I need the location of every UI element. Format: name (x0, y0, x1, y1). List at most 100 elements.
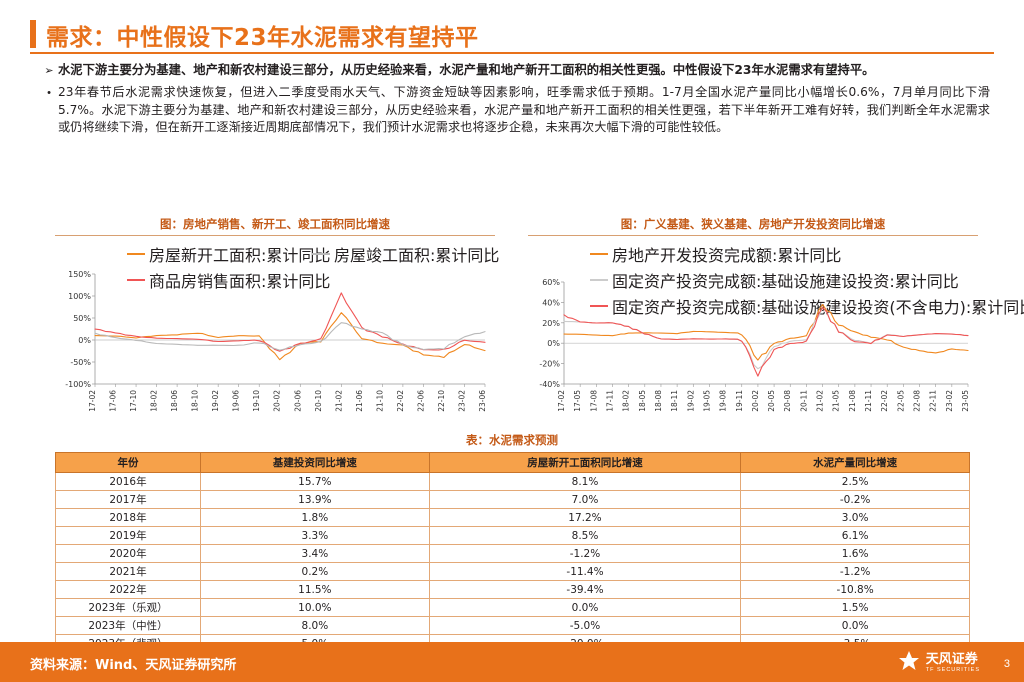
table-cell: 6.1% (740, 526, 970, 545)
chart-series-line (563, 303, 969, 361)
x-tick-label: 17-11 (606, 390, 615, 412)
y-tick-label: 50% (73, 314, 91, 323)
x-tick-label: 21-02 (334, 390, 343, 412)
x-tick-label: 18-11 (670, 390, 679, 412)
legend-swatch-red (127, 279, 145, 281)
x-tick-label: 21-11 (864, 390, 873, 412)
x-tick-label: 21-05 (832, 390, 841, 412)
title-accent-bar (30, 20, 36, 48)
x-tick-label: 17-10 (129, 390, 138, 412)
table-cell: 10.0% (200, 598, 430, 617)
table-cell: -39.4% (428, 580, 742, 599)
table-cell: -1.2% (428, 544, 742, 563)
table-row: 2016年 15.7% 8.1% 2.5% (55, 472, 970, 491)
table-cell: 2023年（乐观） (55, 598, 201, 617)
chart-title-left: 图：房地产销售、新开工、竣工面积同比增速 (160, 217, 390, 231)
y-tick-label: 150% (68, 270, 91, 279)
table-cell: -10.8% (740, 580, 970, 599)
table-cell: 3.0% (740, 508, 970, 527)
x-tick-label: 20-11 (799, 390, 808, 412)
x-tick-label: 19-05 (702, 390, 711, 412)
x-tick-label: 23-05 (961, 390, 970, 412)
table-cell: 2020年 (55, 544, 201, 563)
table-header-cell: 年份 (55, 452, 201, 473)
x-tick-label: 21-06 (355, 390, 364, 412)
table-cell: 11.5% (200, 580, 430, 599)
table-cell: 13.9% (200, 490, 430, 509)
x-tick-label: 20-02 (273, 390, 282, 412)
chart-svg-left: -100% -50% 0% 50% 100% 150% 17-02 17-06 17-10 18… (65, 270, 487, 412)
x-tick-label: 23-06 (478, 390, 487, 412)
table-cell: 8.1% (428, 472, 742, 491)
table-header-cell: 房屋新开工面积同比增速 (428, 452, 742, 473)
table-row: 2023年（乐观） 10.0% 0.0% 1.5% (55, 598, 970, 617)
x-tick-label: 20-05 (767, 390, 776, 412)
x-tick-label: 23-02 (945, 390, 954, 412)
table-cell: 2022年 (55, 580, 201, 599)
bullet-item: ➢ 水泥下游主要分为基建、地产和新农村建设三部分，从历史经验来看，水泥产量和地产… (40, 62, 990, 80)
x-tick-label: 22-10 (437, 390, 446, 412)
table-cell: -0.2% (740, 490, 970, 509)
legend-label: 房屋竣工面积:累计同比 (334, 246, 500, 265)
table-cell: 17.2% (428, 508, 742, 527)
bullet-item: • 23年春节后水泥需求快速恢复，但进入二季度受雨水天气、下游资金短缺等因素影响… (40, 84, 990, 137)
y-tick-label: 60% (542, 278, 560, 287)
table-row: 2020年 3.4% -1.2% 1.6% (55, 544, 970, 563)
table-cell: 2019年 (55, 526, 201, 545)
table-cell: 0.2% (200, 562, 430, 581)
chart-svg-right: -40% -20% 0% 20% 40% 60% 17-02 17-05 17-08 17-11… (539, 278, 970, 412)
x-tick-label: 19-02 (211, 390, 220, 412)
legend-label: 房屋新开工面积:累计同比 (149, 246, 331, 265)
table-cell: 7.0% (428, 490, 742, 509)
x-tick-label: 18-02 (150, 390, 159, 412)
table-cell: 8.0% (200, 616, 430, 635)
x-tick-label: 18-06 (170, 390, 179, 412)
chart-legend-left: 房屋新开工面积:累计同比 商品房销售面积:累计同比 房屋竣工面积:累计同比 (127, 242, 499, 294)
chart-title-right: 图：广义基建、狭义基建、房地产开发投资同比增速 (620, 217, 886, 231)
chart-series-line (563, 306, 969, 377)
table-cell: 3.4% (200, 544, 430, 563)
bullet-list: ➢ 水泥下游主要分为基建、地产和新农村建设三部分，从历史经验来看，水泥产量和地产… (40, 62, 990, 141)
x-tick-label: 19-11 (735, 390, 744, 412)
y-tick-label: 20% (542, 319, 560, 328)
legend-entry: 固定资产投资完成额:基础设施建设投资:累计同比 (590, 268, 980, 292)
table-row: 2023年（中性） 8.0% -5.0% 0.0% (55, 616, 970, 635)
bullet-marker-icon: ➢ (44, 65, 54, 77)
table-cell: 1.8% (200, 508, 430, 527)
title-divider (30, 52, 994, 54)
bullet-text: 水泥下游主要分为基建、地产和新农村建设三部分，从历史经验来看，水泥产量和地产新开… (58, 63, 875, 77)
x-tick-label: 17-08 (589, 390, 598, 412)
company-logo: 天风证券 TF SECURITIES (898, 650, 980, 677)
y-tick-label: 0% (78, 336, 91, 345)
x-tick-label: 20-02 (751, 390, 760, 412)
legend-swatch-orange (127, 253, 145, 255)
legend-swatch-gray (312, 253, 330, 255)
x-tick-label: 22-06 (416, 390, 425, 412)
chart-legend-right: 房地产开发投资完成额:累计同比 固定资产投资完成额:基础设施建设投资:累计同比 … (590, 242, 1024, 320)
table-row: 2021年 0.2% -11.4% -1.2% (55, 562, 970, 581)
x-tick-label: 21-10 (375, 390, 384, 412)
x-tick-label: 20-06 (293, 390, 302, 412)
table-cell: 2017年 (55, 490, 201, 509)
x-tick-label: 20-10 (314, 390, 323, 412)
x-tick-label: 17-02 (557, 390, 566, 412)
demand-forecast-table: 年份 基建投资同比增速 房屋新开工面积同比增速 水泥产量同比增速 2016年 15… (55, 452, 970, 653)
table-header-cell: 水泥产量同比增速 (740, 452, 970, 473)
table-cell: -1.2% (740, 562, 970, 581)
table-cell: 1.6% (740, 544, 970, 563)
chart-title-underline (55, 235, 495, 236)
chart-panel-left: 图：房地产销售、新开工、竣工面积同比增速 房屋新开工面积:累计同比 商品房销售面… (55, 216, 499, 442)
x-tick-label: 22-02 (880, 390, 889, 412)
x-tick-label: 23-02 (458, 390, 467, 412)
x-tick-label: 21-02 (816, 390, 825, 412)
chart-series-line (563, 306, 969, 370)
table-cell: 2.5% (740, 472, 970, 491)
bullet-text: 23年春节后水泥需求快速恢复，但进入二季度受雨水天气、下游资金短缺等因素影响，旺… (58, 85, 990, 135)
chart-series-line (94, 292, 486, 352)
x-tick-label: 21-08 (848, 390, 857, 412)
chart-series-line (94, 312, 486, 361)
legend-entry: 固定资产投资完成额:基础设施建设投资(不含电力):累计同比 (590, 294, 1024, 318)
source-note: 资料来源：Wind、天风证券研究所 (30, 658, 237, 673)
x-tick-label: 18-10 (191, 390, 200, 412)
x-tick-label: 17-05 (573, 390, 582, 412)
